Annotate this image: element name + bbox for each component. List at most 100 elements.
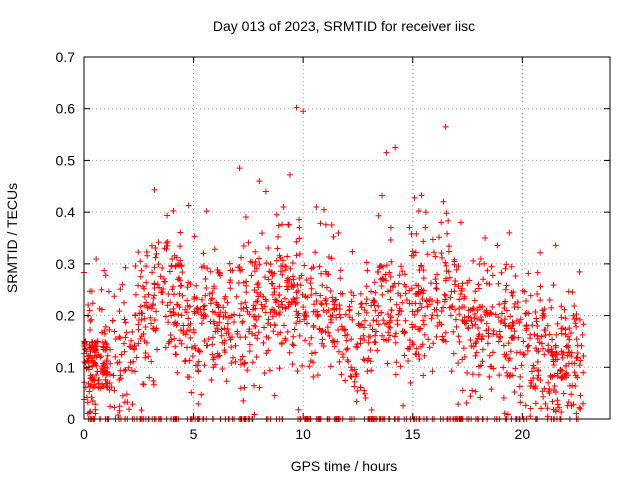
data-point	[351, 383, 358, 390]
data-point	[196, 348, 203, 355]
data-point	[538, 333, 545, 340]
data-point	[372, 289, 379, 296]
data-point	[335, 348, 342, 355]
data-point	[445, 268, 452, 275]
data-point	[375, 212, 382, 219]
data-point	[237, 267, 244, 274]
data-point	[93, 346, 100, 353]
data-point	[293, 320, 300, 327]
data-point	[558, 375, 565, 382]
data-point	[279, 221, 286, 228]
data-point	[127, 344, 134, 351]
data-point	[107, 403, 114, 410]
data-point	[571, 369, 578, 376]
data-point	[409, 324, 416, 331]
data-point	[503, 307, 510, 314]
data-point	[186, 374, 193, 381]
data-point	[111, 328, 118, 335]
data-point	[279, 301, 286, 308]
data-point	[470, 305, 477, 312]
data-point	[442, 329, 449, 336]
data-point	[209, 295, 216, 302]
data-point	[361, 317, 368, 324]
data-point	[85, 380, 92, 387]
data-point	[214, 350, 221, 357]
data-point	[290, 276, 297, 283]
data-point	[483, 307, 490, 314]
data-point	[469, 387, 476, 394]
data-point	[533, 345, 539, 352]
data-point	[354, 341, 361, 348]
data-point	[455, 401, 462, 408]
data-point	[472, 388, 479, 395]
data-point	[434, 322, 441, 329]
data-point	[174, 261, 181, 268]
data-point	[333, 314, 340, 321]
data-point	[382, 277, 389, 284]
data-point	[280, 322, 287, 329]
data-point	[162, 313, 169, 320]
data-point	[144, 304, 151, 311]
data-point	[122, 334, 129, 341]
data-point	[448, 304, 455, 311]
data-point	[227, 267, 234, 274]
data-point	[420, 275, 427, 282]
data-point	[364, 368, 371, 375]
data-point	[329, 294, 336, 301]
data-point	[535, 372, 542, 379]
data-point	[254, 281, 261, 288]
y-tick-label: 0	[67, 411, 75, 427]
data-point	[357, 335, 364, 342]
data-point	[242, 334, 249, 341]
data-point	[286, 349, 293, 356]
data-point	[429, 312, 436, 319]
data-point	[320, 307, 327, 314]
data-point	[525, 270, 532, 277]
data-point	[84, 357, 91, 364]
data-point	[116, 407, 123, 414]
data-point	[275, 233, 282, 240]
data-point	[455, 263, 462, 270]
data-point	[465, 313, 472, 320]
data-point	[244, 367, 251, 374]
data-point	[327, 319, 334, 326]
data-point	[351, 366, 358, 373]
data-point	[327, 313, 334, 320]
data-point	[537, 249, 544, 256]
data-point	[445, 217, 452, 224]
data-point	[409, 308, 416, 315]
data-point	[522, 310, 529, 317]
data-point	[486, 373, 493, 380]
data-point	[132, 312, 139, 319]
data-point	[121, 299, 128, 306]
data-point	[148, 242, 155, 249]
data-point	[400, 402, 407, 409]
data-point	[478, 335, 485, 342]
data-point	[392, 339, 399, 346]
data-point	[456, 311, 463, 318]
chart-title: Day 013 of 2023, SRMTID for receiver iis…	[213, 18, 475, 34]
data-point	[450, 350, 457, 357]
data-point	[271, 288, 278, 295]
data-point	[404, 345, 411, 352]
data-point	[484, 340, 491, 347]
data-point	[212, 361, 219, 368]
data-point	[413, 230, 420, 237]
data-point	[550, 282, 557, 289]
data-point	[237, 334, 244, 341]
data-point	[185, 202, 192, 209]
data-point	[357, 290, 364, 297]
data-point	[539, 345, 546, 352]
data-point	[277, 268, 284, 275]
data-point	[385, 329, 392, 336]
data-point	[431, 306, 438, 313]
data-point	[290, 342, 297, 349]
data-point	[246, 341, 253, 348]
data-point	[266, 367, 273, 374]
data-point	[470, 343, 477, 350]
data-point	[566, 325, 573, 332]
data-point	[228, 312, 235, 319]
data-point	[121, 316, 128, 323]
data-point	[164, 302, 171, 309]
data-point	[571, 360, 578, 367]
